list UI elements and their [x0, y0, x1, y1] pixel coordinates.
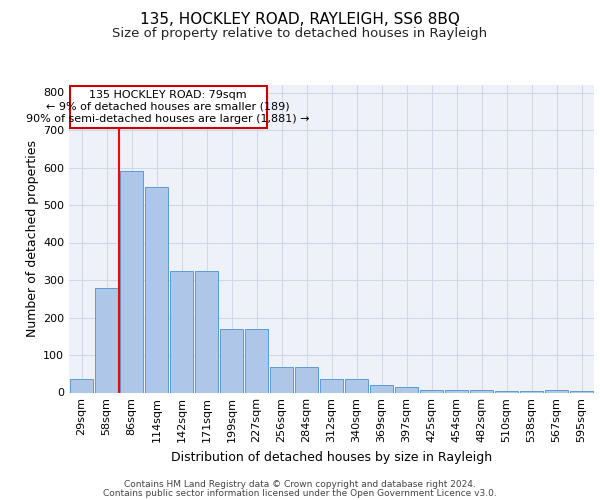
- Bar: [170, 272, 193, 392]
- Bar: [495, 391, 518, 392]
- Text: 135, HOCKLEY ROAD, RAYLEIGH, SS6 8BQ: 135, HOCKLEY ROAD, RAYLEIGH, SS6 8BQ: [140, 12, 460, 28]
- Bar: [470, 390, 493, 392]
- Bar: [370, 385, 393, 392]
- Bar: [195, 272, 218, 392]
- Text: Contains public sector information licensed under the Open Government Licence v3: Contains public sector information licen…: [103, 488, 497, 498]
- Bar: [245, 329, 268, 392]
- Text: 90% of semi-detached houses are larger (1,881) →: 90% of semi-detached houses are larger (…: [26, 114, 310, 124]
- Bar: [445, 390, 468, 392]
- Bar: [95, 288, 118, 393]
- Bar: [70, 379, 93, 392]
- Bar: [520, 391, 543, 392]
- Text: 135 HOCKLEY ROAD: 79sqm: 135 HOCKLEY ROAD: 79sqm: [89, 90, 247, 100]
- Y-axis label: Number of detached properties: Number of detached properties: [26, 140, 39, 337]
- FancyBboxPatch shape: [70, 86, 266, 128]
- Bar: [120, 171, 143, 392]
- X-axis label: Distribution of detached houses by size in Rayleigh: Distribution of detached houses by size …: [171, 451, 492, 464]
- Bar: [570, 391, 593, 392]
- Bar: [145, 188, 168, 392]
- Text: Size of property relative to detached houses in Rayleigh: Size of property relative to detached ho…: [112, 28, 488, 40]
- Bar: [395, 387, 418, 392]
- Bar: [270, 367, 293, 392]
- Bar: [320, 379, 343, 392]
- Text: ← 9% of detached houses are smaller (189): ← 9% of detached houses are smaller (189…: [46, 102, 290, 112]
- Bar: [420, 390, 443, 392]
- Bar: [220, 329, 243, 392]
- Text: Contains HM Land Registry data © Crown copyright and database right 2024.: Contains HM Land Registry data © Crown c…: [124, 480, 476, 489]
- Bar: [295, 367, 318, 392]
- Bar: [345, 379, 368, 392]
- Bar: [545, 390, 568, 392]
